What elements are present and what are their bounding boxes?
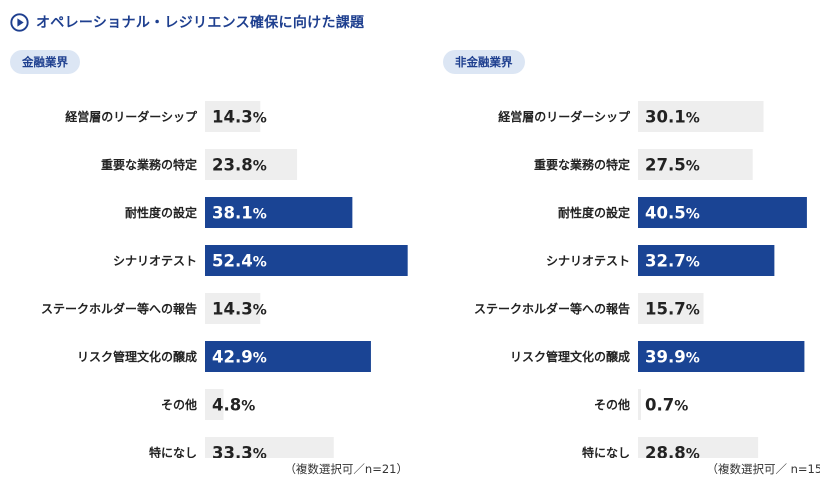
badge-financial: 金融業界	[10, 50, 80, 74]
value-label: 52.4%	[212, 252, 267, 271]
bar	[205, 149, 298, 180]
value-label: 33.3%	[212, 444, 267, 459]
category-label: 経営層のリーダーシップ	[498, 109, 631, 124]
chart-panel-nonfinancial: 非金融業界 経営層のリーダーシップ 30.1% 重要な業務の特定 27.5% 耐性度の設…	[443, 48, 820, 488]
category-label: 耐性度の設定	[125, 205, 197, 220]
category-label: ステークホルダー等への報告	[474, 301, 630, 316]
category-label: リスク管理文化の醸成	[510, 349, 630, 364]
value-label: 0.7%	[645, 396, 688, 415]
value-label: 42.9%	[212, 348, 267, 367]
value-label: 38.1%	[212, 204, 267, 223]
value-label: 32.7%	[645, 252, 700, 271]
chart-panel-financial: 金融業界 経営層のリーダーシップ 14.3% 重要な業務の特定 23.8% 耐性度の設定…	[10, 48, 410, 488]
page-title: オペレーショナル・レジリエンス確保に向けた課題	[36, 15, 365, 31]
bar	[638, 101, 764, 132]
value-label: 27.5%	[645, 156, 700, 175]
bar	[205, 245, 408, 276]
category-label: 耐性度の設定	[558, 205, 630, 220]
category-label: シナリオテスト	[113, 254, 197, 268]
category-label: 重要な業務の特定	[534, 157, 630, 172]
value-label: 14.3%	[212, 300, 267, 319]
category-label: ステークホルダー等への報告	[41, 301, 197, 316]
sample-note-financial: （複数選択可／n=21）	[284, 462, 408, 476]
category-label: その他	[594, 397, 630, 412]
category-label: 特になし	[582, 445, 630, 458]
badge-nonfinancial: 非金融業界	[443, 50, 525, 74]
category-label: その他	[161, 397, 197, 412]
bar	[638, 197, 807, 228]
value-label: 39.9%	[645, 348, 700, 367]
category-label: 重要な業務の特定	[101, 157, 197, 172]
bar	[205, 389, 224, 420]
bar	[638, 437, 759, 458]
bar	[205, 437, 334, 458]
category-label: リスク管理文化の醸成	[77, 349, 197, 364]
bar-chart-financial: 経営層のリーダーシップ 14.3% 重要な業務の特定 23.8% 耐性度の設定 38.1%…	[41, 101, 408, 459]
value-label: 28.8%	[645, 444, 700, 459]
bar-chart-nonfinancial: 経営層のリーダーシップ 30.1% 重要な業務の特定 27.5% 耐性度の設定 40.5%…	[474, 101, 807, 459]
bar	[638, 149, 753, 180]
bar	[205, 341, 371, 372]
category-label: 特になし	[149, 445, 197, 458]
category-label: 経営層のリーダーシップ	[65, 109, 198, 124]
bar	[638, 341, 805, 372]
bar	[205, 197, 353, 228]
value-label: 30.1%	[645, 108, 700, 127]
value-label: 40.5%	[645, 204, 700, 223]
bar	[638, 293, 704, 324]
bar	[638, 389, 641, 420]
bar	[205, 293, 261, 324]
bar	[638, 245, 775, 276]
value-label: 23.8%	[212, 156, 267, 175]
value-label: 4.8%	[212, 396, 255, 415]
bar	[205, 101, 261, 132]
header: オペレーショナル・レジリエンス確保に向けた課題	[10, 10, 364, 34]
category-label: シナリオテスト	[546, 254, 630, 268]
value-label: 14.3%	[212, 108, 267, 127]
play-circle-icon	[10, 12, 29, 32]
value-label: 15.7%	[645, 300, 700, 319]
sample-note-nonfinancial: （複数選択可／ n=153）	[706, 462, 820, 476]
